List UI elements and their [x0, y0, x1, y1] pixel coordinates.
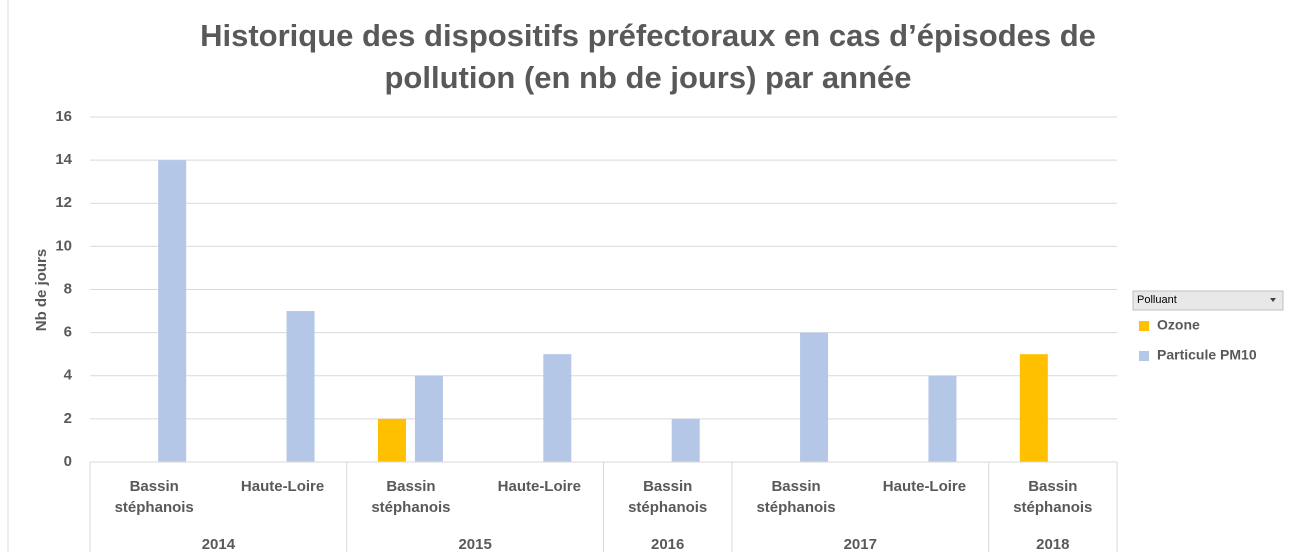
x-tick-label: Haute-Loire: [883, 478, 966, 495]
x-tick-label: Bassin stéphanois: [371, 478, 450, 516]
y-tick-label: 16: [55, 108, 72, 125]
bar: [543, 354, 572, 462]
legend-label: Particule PM10: [1157, 347, 1257, 363]
x-tick-label: Bassin stéphanois: [756, 478, 835, 516]
legend-swatch: [1139, 321, 1149, 331]
x-tick-label: Bassin stéphanois: [628, 478, 707, 516]
y-tick-label: 8: [64, 280, 72, 297]
y-tick-label: 2: [64, 410, 72, 427]
bar: [671, 418, 700, 462]
y-tick-label: 4: [64, 367, 73, 384]
legend-label: Ozone: [1157, 317, 1200, 333]
bar: [377, 418, 406, 462]
x-tick-label: Haute-Loire: [498, 478, 581, 495]
group-label: 2015: [458, 536, 491, 552]
dropdown-arrow: [1270, 298, 1276, 302]
x-tick-label: Bassin stéphanois: [115, 478, 194, 516]
y-tick-label: 10: [55, 237, 72, 254]
y-tick-label: 6: [64, 324, 72, 341]
group-label: 2016: [651, 536, 684, 552]
bar: [414, 375, 443, 462]
group-label: 2018: [1036, 536, 1069, 552]
x-tick-label: Haute-Loire: [241, 478, 324, 495]
group-label: 2017: [844, 536, 877, 552]
legend-swatch: [1139, 351, 1149, 361]
x-tick-label: Bassin stéphanois: [1013, 478, 1092, 516]
legend-title: Polluant: [1137, 294, 1177, 306]
y-tick-label: 0: [64, 453, 72, 470]
bar: [928, 375, 957, 462]
chart-title: Historique des dispositifs préfectoraux …: [200, 18, 1096, 95]
legend-header[interactable]: [1132, 290, 1284, 311]
group-label: 2014: [202, 536, 236, 552]
bar: [800, 332, 829, 462]
bar: [286, 311, 315, 462]
y-tick-label: 14: [55, 151, 72, 168]
bar: [158, 160, 187, 462]
y-tick-label: 12: [55, 194, 72, 211]
y-axis-label: Nb de jours: [33, 249, 50, 332]
bar: [1019, 354, 1048, 462]
